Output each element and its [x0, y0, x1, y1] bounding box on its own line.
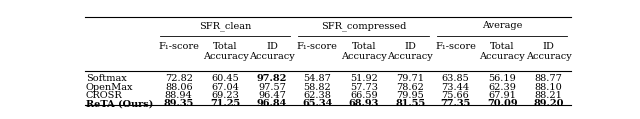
Text: SFR_compressed: SFR_compressed — [321, 21, 406, 31]
Text: 88.10: 88.10 — [535, 83, 563, 92]
Text: 65.34: 65.34 — [302, 99, 332, 108]
Text: ReTA (Ours): ReTA (Ours) — [86, 99, 153, 108]
Text: 79.95: 79.95 — [396, 91, 424, 100]
Text: 81.55: 81.55 — [395, 99, 426, 108]
Text: Total
Accuracy: Total Accuracy — [479, 42, 525, 61]
Text: 73.44: 73.44 — [442, 83, 470, 92]
Text: 78.62: 78.62 — [396, 83, 424, 92]
Text: 88.77: 88.77 — [534, 74, 563, 83]
Text: F₁-score: F₁-score — [296, 42, 337, 51]
Text: ID
Accuracy: ID Accuracy — [249, 42, 295, 61]
Text: 62.38: 62.38 — [303, 91, 331, 100]
Text: Total
Accuracy: Total Accuracy — [341, 42, 387, 61]
Text: 67.91: 67.91 — [488, 91, 516, 100]
Text: F₁-score: F₁-score — [158, 42, 199, 51]
Text: 89.20: 89.20 — [533, 99, 564, 108]
Text: OpenMax: OpenMax — [86, 83, 134, 92]
Text: 88.06: 88.06 — [165, 83, 193, 92]
Text: 75.66: 75.66 — [442, 91, 469, 100]
Text: 60.45: 60.45 — [212, 74, 239, 83]
Text: 88.94: 88.94 — [165, 91, 193, 100]
Text: 54.87: 54.87 — [303, 74, 331, 83]
Text: F₁-score: F₁-score — [435, 42, 476, 51]
Text: 79.71: 79.71 — [396, 74, 424, 83]
Text: 62.39: 62.39 — [488, 83, 516, 92]
Text: Average: Average — [482, 21, 522, 30]
Text: 67.04: 67.04 — [212, 83, 239, 92]
Text: 51.92: 51.92 — [350, 74, 378, 83]
Text: 97.82: 97.82 — [257, 74, 287, 83]
Text: 68.93: 68.93 — [349, 99, 379, 108]
Text: 57.73: 57.73 — [350, 83, 378, 92]
Text: CROSR: CROSR — [86, 91, 123, 100]
Text: Softmax: Softmax — [86, 74, 127, 83]
Text: SFR_clean: SFR_clean — [199, 21, 252, 31]
Text: ID
Accuracy: ID Accuracy — [525, 42, 572, 61]
Text: ID
Accuracy: ID Accuracy — [387, 42, 433, 61]
Text: 69.23: 69.23 — [212, 91, 239, 100]
Text: 56.19: 56.19 — [488, 74, 516, 83]
Text: 96.84: 96.84 — [257, 99, 287, 108]
Text: 96.47: 96.47 — [258, 91, 286, 100]
Text: 97.57: 97.57 — [258, 83, 286, 92]
Text: Total
Accuracy: Total Accuracy — [203, 42, 248, 61]
Text: 88.21: 88.21 — [534, 91, 563, 100]
Text: 72.82: 72.82 — [164, 74, 193, 83]
Text: 89.35: 89.35 — [164, 99, 194, 108]
Text: 58.82: 58.82 — [303, 83, 331, 92]
Text: 77.35: 77.35 — [440, 99, 470, 108]
Text: 66.59: 66.59 — [350, 91, 378, 100]
Text: 71.25: 71.25 — [211, 99, 241, 108]
Text: 70.09: 70.09 — [487, 99, 518, 108]
Text: 63.85: 63.85 — [442, 74, 469, 83]
